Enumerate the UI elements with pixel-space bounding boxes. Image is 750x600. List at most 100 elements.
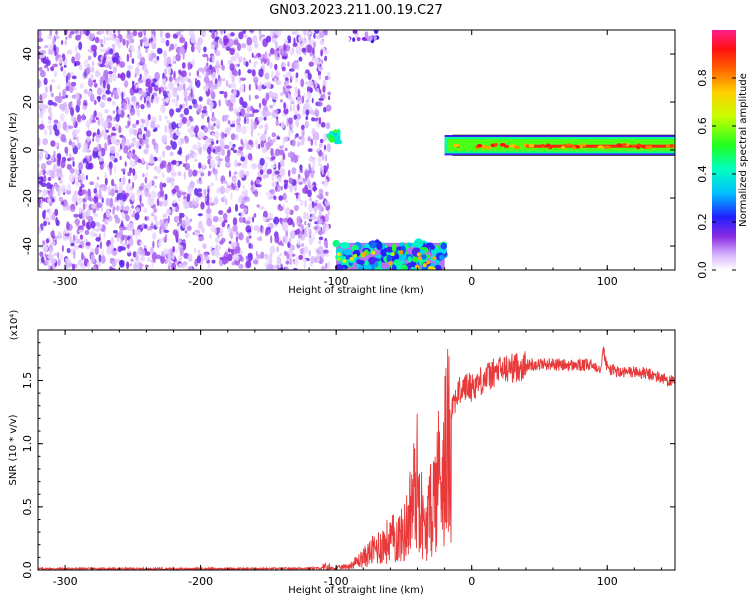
spectrogram-cell xyxy=(320,59,324,64)
snr-x-tick-label: 0 xyxy=(468,575,475,588)
spectrogram-cell xyxy=(575,145,581,149)
spectrogram-cell xyxy=(87,79,94,87)
spectrogram-cell xyxy=(227,120,231,125)
spectrogram-cell xyxy=(412,256,418,263)
spectrogram-cell xyxy=(244,139,248,143)
spectrogram-cell xyxy=(232,143,236,148)
spectrogram-cell xyxy=(172,229,178,236)
spectrogram-cell xyxy=(348,270,352,274)
spectrogram-cell xyxy=(325,253,330,257)
spectrogram-cell xyxy=(316,252,319,257)
spectrogram-cell xyxy=(287,217,293,226)
spectrogram-cell xyxy=(311,97,314,104)
spectrogram-cell xyxy=(218,216,224,222)
spectrogram-cell xyxy=(295,192,299,199)
spectrogram-cell xyxy=(243,189,249,197)
spectrogram-cell xyxy=(39,170,44,175)
spectrogram-cell xyxy=(85,175,88,180)
spectrogram-cell xyxy=(324,178,328,188)
spectrogram-cell xyxy=(313,202,318,207)
spectrogram-cell xyxy=(180,70,187,78)
spectrogram-cell xyxy=(187,78,191,83)
spectrogram-cell xyxy=(270,164,276,168)
spectrogram-cell xyxy=(514,145,521,150)
spectrogram-cell xyxy=(309,197,312,202)
spectrogram-cell xyxy=(111,247,118,256)
spectrogram-cell xyxy=(83,88,88,95)
spectrogram-cell xyxy=(271,173,275,182)
spectrogram-cell xyxy=(245,225,252,233)
spectrogram-cell xyxy=(275,80,282,86)
spectrogram-marks xyxy=(38,30,675,274)
spectrogram-cell xyxy=(50,66,55,72)
spectrogram-cell xyxy=(125,183,131,193)
spectrogram-cell xyxy=(87,261,91,270)
spectrogram-cell xyxy=(270,188,275,195)
spectrogram-cell xyxy=(78,175,81,181)
spectrogram-cell xyxy=(279,252,282,257)
spectrogram-cell xyxy=(216,80,222,88)
spectrogram-cell xyxy=(158,156,162,164)
spectrogram-region-1 xyxy=(326,129,343,145)
spectrogram-cell xyxy=(211,132,216,137)
spectrogram-cell xyxy=(65,75,68,83)
spectrogram-cell xyxy=(284,38,289,45)
spectrogram-cell xyxy=(264,123,269,132)
spectrogram-cell xyxy=(299,164,303,171)
spectrogram-cell xyxy=(117,245,123,253)
spectrogram-cell xyxy=(65,261,68,270)
spectrogram-cell xyxy=(254,94,259,100)
spectrogram-cell xyxy=(121,193,127,202)
spectrogram-cell xyxy=(105,209,111,218)
spectrogram-cell xyxy=(43,128,48,136)
spectrogram-cell xyxy=(223,195,226,203)
spectrogram-cell xyxy=(172,88,178,97)
spectrogram-cell xyxy=(117,108,122,115)
spectrogram-cell xyxy=(236,111,240,118)
spectrogram-cell xyxy=(294,92,298,98)
spectrogram-cell xyxy=(210,116,217,122)
spectrogram-cell xyxy=(142,133,146,141)
spectrogram-cell xyxy=(304,199,308,208)
spectrogram-cell xyxy=(211,41,217,46)
spectrogram-cell xyxy=(305,115,309,121)
spectrogram-cell xyxy=(317,101,323,107)
spectrogram-cell xyxy=(149,247,154,255)
spectrogram-cell xyxy=(225,182,230,188)
spectrogram-cell xyxy=(143,96,146,104)
spectrogram-cell xyxy=(257,225,260,234)
spectrogram-cell xyxy=(292,154,299,163)
spectrogram-cell xyxy=(164,234,168,239)
spectrogram-cell xyxy=(287,93,292,100)
spectrogram-cell xyxy=(205,71,210,77)
spectrogram-cell xyxy=(318,230,323,236)
spectrogram-cell xyxy=(302,251,306,261)
spectrogram-cell xyxy=(317,66,324,71)
spectrogram-cell xyxy=(260,139,265,148)
spectrogram-cell xyxy=(271,71,274,80)
spectrogram-cell xyxy=(238,56,243,63)
spectrogram-cell xyxy=(252,55,258,59)
spectrogram-cell xyxy=(121,139,126,147)
spectrogram-cell xyxy=(48,119,51,125)
spectrogram-cell xyxy=(104,142,108,152)
spectrogram-cell xyxy=(308,61,314,67)
spectrogram-cell xyxy=(282,192,287,201)
spectrogram-cell xyxy=(93,213,99,217)
spectrogram-cell xyxy=(255,179,261,185)
spectrogram-cell xyxy=(128,128,134,136)
spectrogram-cell xyxy=(246,117,250,125)
spectrogram-cell xyxy=(78,64,83,71)
spectrogram-cell xyxy=(235,231,239,236)
spectrogram-cell xyxy=(49,169,53,174)
spectrogram-cell xyxy=(75,92,80,101)
spectrogram-cell xyxy=(255,139,258,148)
spectrogram-cell xyxy=(288,38,291,43)
spectrogram-cell xyxy=(79,234,84,240)
spectrogram-cell xyxy=(271,181,277,188)
spectrogram-cell xyxy=(94,36,100,44)
spectrogram-cell xyxy=(278,108,281,113)
spectrogram-cell xyxy=(207,170,211,177)
spectrogram-cell xyxy=(225,79,229,87)
spectrogram-cell xyxy=(383,268,390,270)
